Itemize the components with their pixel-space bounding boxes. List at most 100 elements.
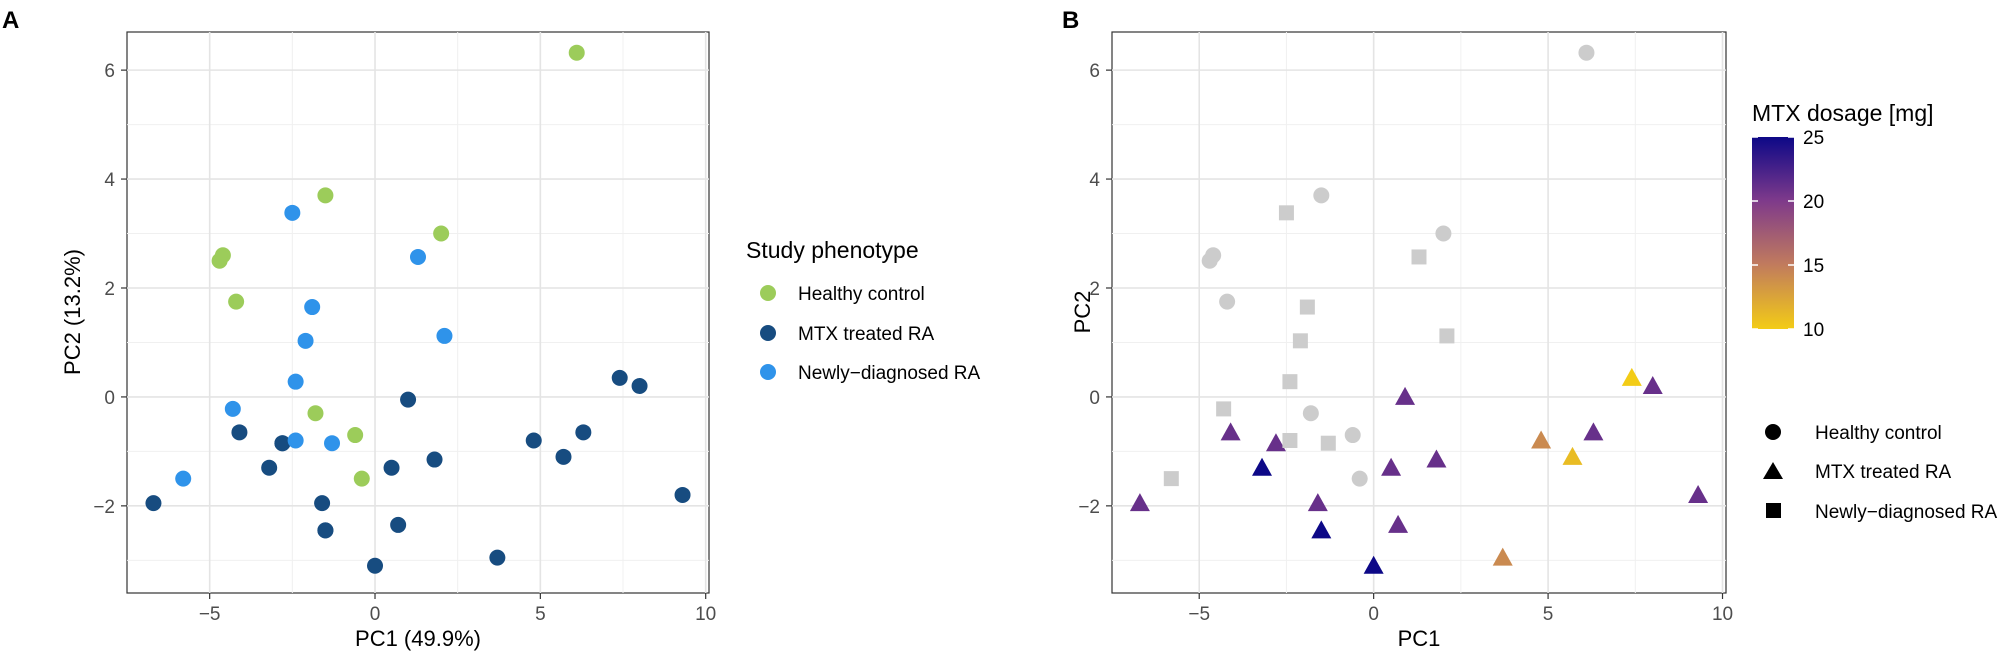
point-healthy-control: [1578, 44, 1595, 61]
point-healthy-control: [307, 405, 324, 422]
point-newly-diagnosed-ra: [436, 327, 453, 344]
point-mtx-treated-ra: [383, 459, 400, 476]
panel-b-x-label: PC1: [1398, 626, 1441, 651]
shape-legend-square-marker: [1766, 503, 1781, 518]
point-healthy-control: [1219, 293, 1236, 310]
colorbar-tick-25: 25: [1803, 128, 1824, 149]
point-mtx-treated-ra: [1220, 422, 1241, 441]
point-mtx-treated-ra: [525, 432, 542, 449]
x-tick-label: 5: [1543, 604, 1554, 625]
point-mtx-treated-ra: [1562, 446, 1583, 465]
point-mtx-treated-ra: [274, 435, 291, 452]
panel-b-y-label: PC2: [1070, 291, 1095, 334]
point-mtx-treated-ra: [611, 369, 628, 386]
point-newly-diagnosed-ra: [287, 373, 304, 390]
point-newly-diagnosed-ra: [1163, 471, 1179, 487]
panel-a-plot-border: [126, 31, 710, 594]
y-tick-label: 6: [1089, 61, 1100, 82]
legend-label-healthy-control: Healthy control: [798, 284, 925, 305]
point-mtx-treated-ra: [426, 451, 443, 468]
point-healthy-control: [1344, 427, 1361, 444]
y-tick-label: 2: [1089, 279, 1100, 300]
point-mtx-treated-ra: [367, 557, 384, 574]
point-mtx-treated-ra: [1642, 376, 1663, 395]
shape-legend-label-newly-diagnosed: Newly−diagnosed RA: [1815, 502, 1998, 523]
shape-legend-triangle-marker: [1763, 462, 1783, 479]
legend-label-mtx-treated: MTX treated RA: [798, 324, 935, 345]
point-mtx-treated-ra: [489, 549, 506, 566]
point-mtx-treated-ra: [261, 459, 278, 476]
point-mtx-treated-ra: [1688, 484, 1709, 503]
point-newly-diagnosed-ra: [1282, 374, 1298, 390]
point-healthy-control: [1351, 470, 1368, 487]
point-mtx-treated-ra: [1381, 457, 1402, 476]
x-tick-label: 0: [1368, 604, 1379, 625]
point-newly-diagnosed-ra: [1299, 299, 1315, 315]
panel-b-label: B: [1062, 7, 1079, 34]
point-mtx-treated-ra: [390, 516, 407, 533]
point-newly-diagnosed-ra: [1278, 205, 1294, 221]
point-newly-diagnosed-ra: [224, 400, 241, 417]
point-mtx-treated-ra: [1252, 457, 1273, 476]
colorbar-tick-15: 15: [1803, 256, 1824, 277]
point-mtx-treated-ra: [555, 448, 572, 465]
legend-marker-newly-diagnosed: [760, 364, 776, 380]
y-tick-label: −2: [1078, 497, 1100, 518]
point-newly-diagnosed-ra: [287, 432, 304, 449]
point-mtx-treated-ra: [400, 391, 417, 408]
panel-a-ticks: −5 0 5 10 −2 0 2 4 6: [93, 61, 716, 625]
point-healthy-control: [347, 427, 364, 444]
shape-legend-label-mtx-treated: MTX treated RA: [1815, 462, 1952, 483]
panel-b-ticks: −5 0 5 10 −2 0 2 4 6: [1078, 61, 1733, 625]
shape-legend-circle-marker: [1765, 424, 1781, 440]
point-mtx-treated-ra: [1388, 514, 1409, 533]
panel-a-x-label: PC1 (49.9%): [355, 626, 481, 651]
legend-title: Study phenotype: [746, 237, 919, 263]
panel-a: A −5 0 5 10 −2 0 2 4 6 PC1 (49.9%) PC2 (13.2%) S…: [2, 7, 981, 651]
point-newly-diagnosed-ra: [410, 248, 426, 265]
point-newly-diagnosed-ra: [1411, 249, 1427, 265]
x-tick-label: −5: [1188, 604, 1210, 625]
colorbar-legend: MTX dosage [mg] 25 20 15 10: [1752, 100, 1934, 341]
point-mtx-treated-ra: [231, 424, 248, 441]
point-mtx-treated-ra: [1492, 547, 1513, 566]
legend-marker-healthy-control: [760, 285, 776, 301]
point-mtx-treated-ra: [1531, 430, 1552, 449]
point-healthy-control: [214, 247, 231, 264]
point-newly-diagnosed-ra: [297, 332, 314, 349]
y-tick-label: 2: [104, 279, 115, 300]
shape-legend: Healthy control MTX treated RA Newly−dia…: [1763, 423, 1998, 523]
point-mtx-treated-ra: [145, 495, 162, 512]
y-tick-label: 4: [1089, 170, 1100, 191]
point-newly-diagnosed-ra: [1216, 401, 1232, 417]
y-tick-label: 6: [104, 61, 115, 82]
point-newly-diagnosed-ra: [175, 470, 192, 487]
point-newly-diagnosed-ra: [1320, 435, 1336, 451]
panel-a-points: [145, 44, 691, 574]
panel-b-points: [1129, 44, 1709, 574]
point-mtx-treated-ra: [1307, 493, 1328, 512]
colorbar-title: MTX dosage [mg]: [1752, 100, 1934, 126]
point-healthy-control: [1435, 225, 1452, 242]
point-newly-diagnosed-ra: [324, 435, 341, 452]
point-mtx-treated-ra: [1311, 520, 1332, 539]
point-healthy-control: [433, 225, 450, 242]
legend-label-newly-diagnosed: Newly−diagnosed RA: [798, 363, 981, 384]
point-mtx-treated-ra: [1426, 449, 1447, 468]
panel-a-y-label: PC2 (13.2%): [60, 249, 85, 375]
point-newly-diagnosed-ra: [1292, 333, 1308, 349]
x-tick-label: 5: [535, 604, 546, 625]
x-tick-label: 10: [695, 604, 716, 625]
x-tick-label: −5: [199, 604, 221, 625]
panel-b-grid: [1112, 32, 1726, 593]
legend-marker-mtx-treated: [760, 325, 776, 341]
point-healthy-control: [317, 187, 334, 204]
point-newly-diagnosed-ra: [1282, 432, 1298, 448]
point-healthy-control: [1205, 247, 1222, 264]
panel-a-grid: [127, 32, 709, 593]
y-tick-label: 0: [1089, 388, 1100, 409]
point-healthy-control: [1313, 187, 1330, 204]
point-mtx-treated-ra: [1395, 386, 1416, 405]
point-healthy-control: [353, 470, 370, 487]
